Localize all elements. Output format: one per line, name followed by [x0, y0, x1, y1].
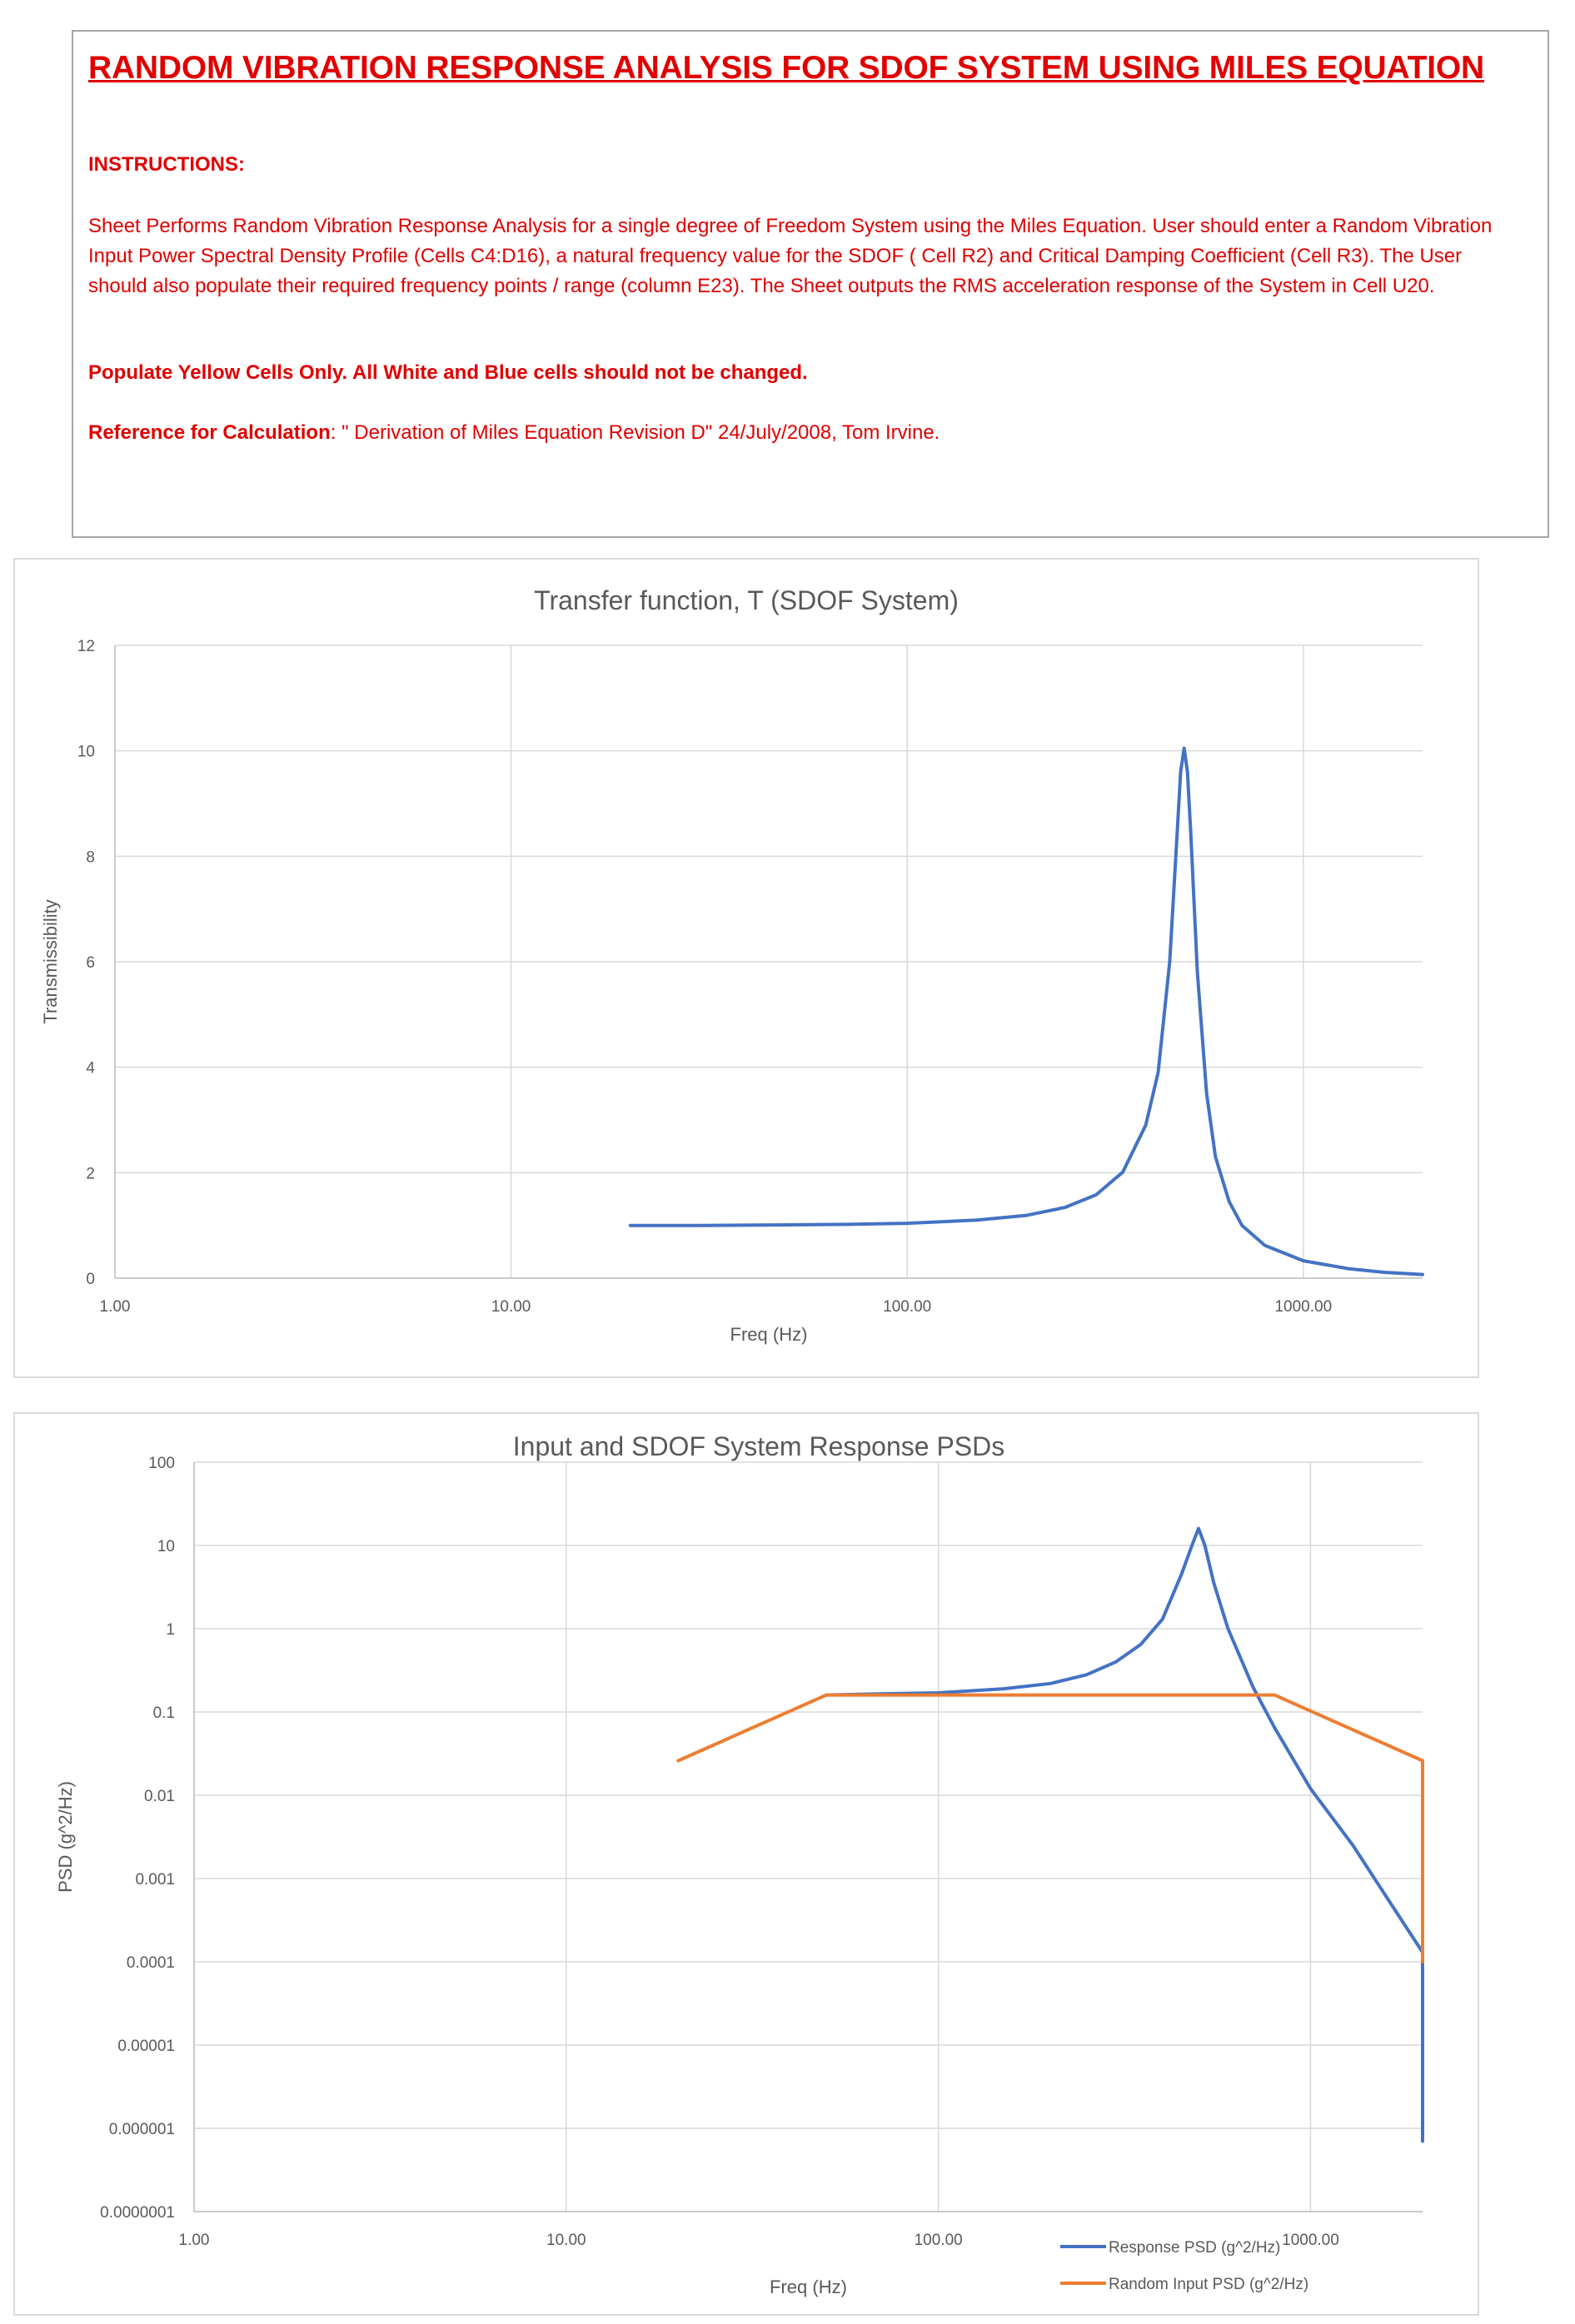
- instructions-box: RANDOM VIBRATION RESPONSE ANALYSIS FOR S…: [72, 30, 1549, 538]
- reference-text: : " Derivation of Miles Equation Revisio…: [330, 421, 940, 444]
- psd-chart-legend-label: Random Input PSD (g^2/Hz): [1109, 2276, 1308, 2293]
- instructions-title: RANDOM VIBRATION RESPONSE ANALYSIS FOR S…: [88, 50, 1484, 86]
- tf-chart-x-tick: 1.00: [100, 1298, 131, 1316]
- tf-chart-y-tick: 4: [86, 1060, 95, 1077]
- tf-chart-x-tick: 10.00: [491, 1298, 531, 1316]
- tf-chart-series-0-line: [628, 746, 1424, 1276]
- tf-chart-x-tick: 100.00: [883, 1298, 931, 1316]
- tf-chart-y-tick: 10: [77, 744, 95, 761]
- psd-chart-x-tick: 100.00: [915, 2232, 963, 2249]
- psd-chart-title: Input and SDOF System Response PSDs: [513, 1431, 1004, 1461]
- psd-chart-y-tick: 0.000001: [109, 2121, 175, 2138]
- tf-chart-y-tick: 6: [86, 954, 95, 972]
- psd-chart-x-label: Freq (Hz): [770, 2277, 847, 2297]
- tf-chart-title: Transfer function, T (SDOF System): [534, 585, 959, 615]
- tf-chart-y-tick: 2: [86, 1165, 95, 1182]
- psd-chart-y-tick: 0.0000001: [100, 2204, 175, 2222]
- psd-chart-y-tick: 0.0001: [127, 1954, 175, 1972]
- reference-label: Reference for Calculation: [88, 421, 331, 444]
- tf-chart-y-tick: 12: [77, 638, 95, 655]
- psd-chart-y-tick: 0.00001: [117, 2038, 175, 2055]
- psd-chart-y-tick: 0.01: [144, 1788, 175, 1805]
- psd-chart-y-tick: 0.1: [153, 1704, 175, 1722]
- instructions-reference: Reference for Calculation: " Derivation …: [88, 421, 940, 445]
- psd-chart-series-1-line: [676, 1693, 1424, 1963]
- psd-chart: Input and SDOF System Response PSDs 0.000…: [13, 1412, 1479, 2316]
- instructions-note: Populate Yellow Cells Only. All White an…: [88, 361, 808, 384]
- psd-chart-y-tick: 100: [148, 1455, 175, 1472]
- tf-chart-y-tick: 0: [86, 1271, 95, 1288]
- psd-chart-series-0-line: [825, 1526, 1424, 2143]
- instructions-heading: INSTRUCTIONS:: [88, 153, 245, 176]
- psd-chart-y-tick: 10: [157, 1538, 175, 1555]
- psd-chart-x-tick: 1000.00: [1282, 2232, 1339, 2249]
- psd-chart-x-tick: 10.00: [546, 2232, 586, 2249]
- psd-chart-y-tick: 1: [166, 1621, 175, 1639]
- psd-chart-y-tick: 0.001: [135, 1871, 175, 1889]
- psd-svg: Input and SDOF System Response PSDs 0.000…: [55, 1431, 1424, 2297]
- psd-chart-y-label: PSD (g^2/Hz): [55, 1781, 76, 1893]
- instructions-body: Sheet Performs Random Vibration Response…: [88, 215, 1493, 297]
- transfer-function-chart: Transfer function, T (SDOF System) 0 2 4 6 8 1…: [13, 558, 1479, 1378]
- transfer-function-svg: Transfer function, T (SDOF System) 0 2 4 6 8 1…: [40, 585, 1424, 1345]
- psd-chart-x-tick: 1.00: [179, 2232, 210, 2249]
- psd-chart-legend-label: Response PSD (g^2/Hz): [1109, 2239, 1280, 2257]
- tf-chart-x-label: Freq (Hz): [730, 1324, 808, 1345]
- tf-chart-y-tick: 8: [86, 848, 95, 866]
- tf-chart-y-label: Transmissibility: [40, 899, 61, 1024]
- tf-chart-x-tick: 1000.00: [1274, 1298, 1332, 1316]
